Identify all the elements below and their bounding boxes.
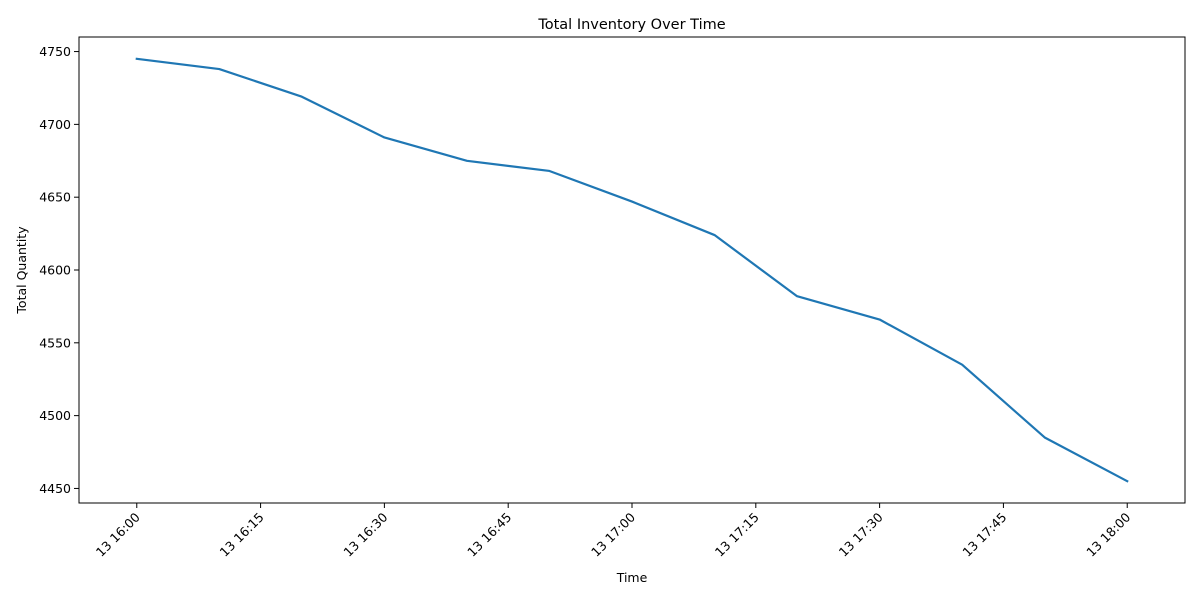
series-layer [135, 57, 1129, 483]
y-tick-label: 4650 [39, 190, 71, 205]
x-tick-label: 13 18:00 [1083, 509, 1133, 559]
series-line [135, 57, 1129, 483]
x-tick-label: 13 16:30 [340, 509, 390, 559]
axis-ticks: 4450 4500 4550 4600 4650 4700 4750 13 16:00 13 1… [39, 44, 1133, 560]
x-axis-label: Time [616, 570, 648, 585]
y-tick-label: 4700 [39, 117, 71, 132]
plot-frame [78, 36, 1186, 504]
y-tick-label: 4450 [39, 481, 71, 496]
x-tick-label: 13 16:45 [464, 510, 514, 560]
y-axis-label: Total Quantity [14, 226, 29, 315]
y-tick-label: 4600 [39, 263, 71, 278]
chart-title: Total Inventory Over Time [537, 17, 725, 33]
x-tick-label: 13 17:15 [712, 510, 762, 560]
y-tick-label: 4750 [39, 44, 71, 59]
x-tick-label: 13 16:00 [93, 509, 143, 559]
y-tick-label: 4500 [39, 408, 71, 423]
x-tick-label: 13 17:30 [836, 509, 886, 559]
x-tick-label: 13 17:45 [959, 510, 1009, 560]
y-tick-label: 4550 [39, 335, 71, 350]
x-tick-label: 13 17:00 [588, 509, 638, 559]
x-tick-label: 13 16:15 [217, 510, 267, 560]
